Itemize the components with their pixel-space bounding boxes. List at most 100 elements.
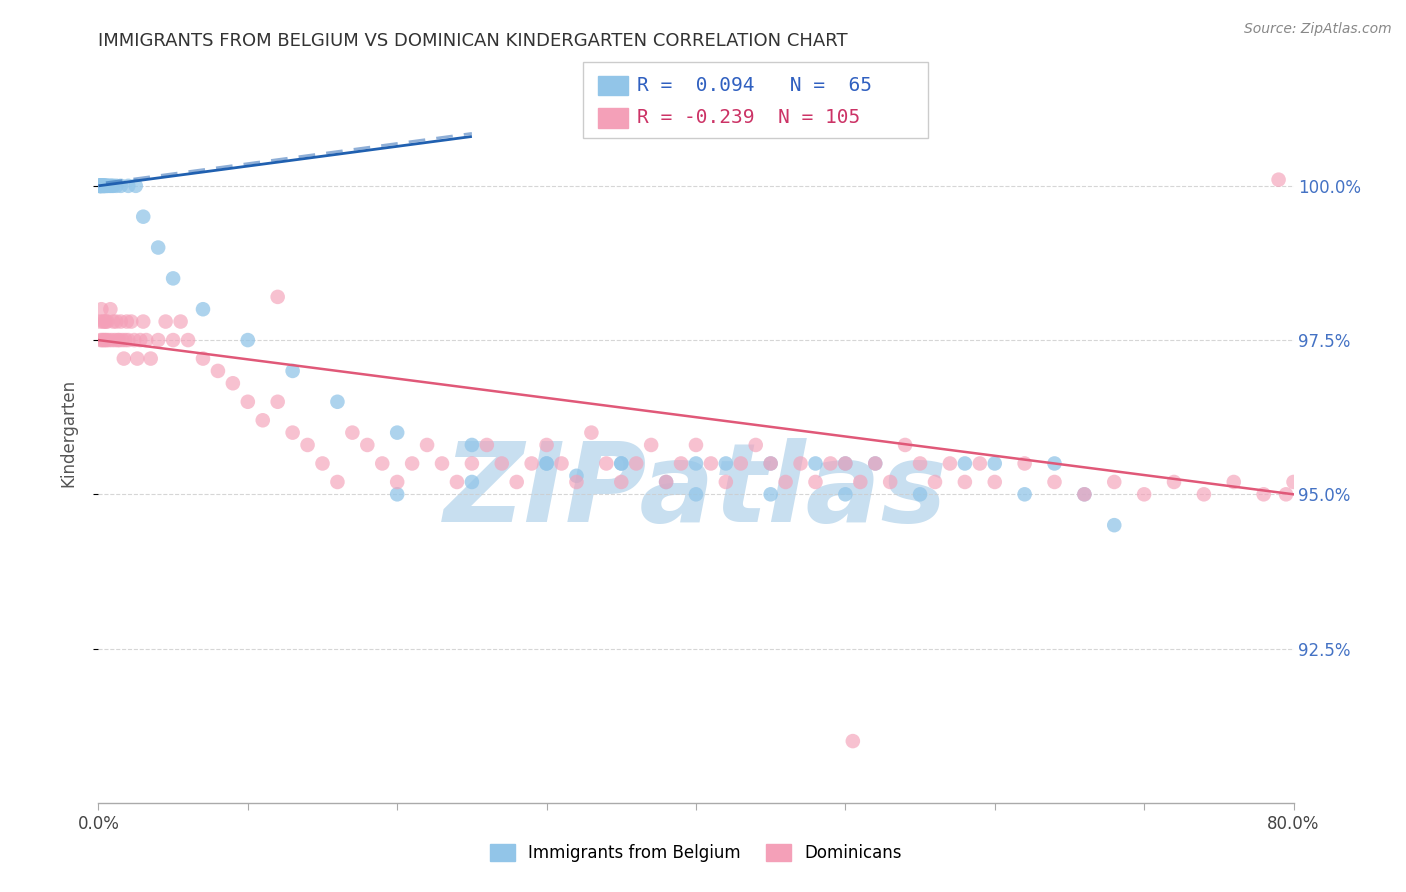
Point [94, 178, 117, 193]
Point [281, 425, 304, 440]
Point [865, 457, 887, 471]
Point [894, 438, 917, 452]
Point [804, 475, 827, 489]
Point [90, 178, 112, 193]
Point [356, 438, 378, 452]
Point [108, 333, 131, 347]
Point [236, 333, 259, 347]
Point [669, 457, 692, 471]
Y-axis label: Kindergarten: Kindergarten [59, 378, 77, 487]
Point [626, 457, 648, 471]
Point [908, 457, 931, 471]
Point [297, 438, 319, 452]
Point [595, 457, 617, 471]
Point [565, 475, 588, 489]
Point [834, 457, 856, 471]
Point [953, 475, 976, 489]
Point [908, 487, 931, 501]
Point [139, 351, 162, 366]
Point [97, 178, 120, 193]
Point [93, 178, 115, 193]
Point [655, 475, 678, 489]
Point [129, 333, 152, 347]
Point [105, 315, 128, 329]
Point [1014, 487, 1036, 501]
Point [98, 302, 122, 317]
Point [103, 315, 125, 329]
Point [655, 475, 678, 489]
Point [475, 438, 498, 452]
Point [90, 178, 112, 193]
Point [114, 333, 136, 347]
Point [91, 178, 114, 193]
Point [1073, 487, 1095, 501]
Point [91, 178, 114, 193]
Point [1043, 457, 1066, 471]
Point [610, 457, 633, 471]
Point [326, 394, 349, 409]
Point [385, 487, 409, 501]
Point [879, 475, 901, 489]
Point [969, 457, 991, 471]
Point [124, 333, 146, 347]
Point [565, 468, 588, 483]
Text: R =  0.094   N =  65: R = 0.094 N = 65 [637, 76, 872, 95]
Point [1043, 475, 1066, 489]
Point [101, 333, 124, 347]
Legend: Immigrants from Belgium, Dominicans: Immigrants from Belgium, Dominicans [484, 837, 908, 869]
Point [207, 364, 229, 378]
Point [685, 487, 707, 501]
Point [610, 475, 633, 489]
Point [132, 210, 155, 224]
Point [401, 457, 423, 471]
Point [117, 178, 139, 193]
Point [491, 457, 513, 471]
Point [94, 315, 117, 329]
Point [759, 457, 782, 471]
Point [98, 178, 122, 193]
Point [91, 315, 114, 329]
Point [107, 333, 129, 347]
Point [105, 178, 128, 193]
Point [685, 457, 707, 471]
Point [89, 178, 111, 193]
Point [93, 178, 115, 193]
Point [89, 178, 111, 193]
Point [267, 394, 290, 409]
Point [536, 457, 558, 471]
Point [416, 438, 439, 452]
Point [520, 457, 543, 471]
Point [759, 487, 782, 501]
Point [759, 457, 782, 471]
Point [222, 376, 245, 391]
Point [162, 271, 184, 285]
Point [89, 178, 111, 193]
Point [640, 438, 662, 452]
Point [939, 457, 962, 471]
Point [342, 425, 364, 440]
Point [1163, 475, 1185, 489]
Point [125, 178, 148, 193]
Point [461, 438, 484, 452]
Point [326, 475, 349, 489]
Point [89, 178, 111, 193]
Point [148, 241, 170, 255]
Point [1133, 487, 1156, 501]
Point [135, 333, 157, 347]
Point [842, 734, 865, 748]
Point [104, 333, 127, 347]
Point [1014, 457, 1036, 471]
Text: ZIPatlas: ZIPatlas [444, 438, 948, 545]
Point [89, 178, 111, 193]
Point [90, 333, 112, 347]
Point [148, 333, 170, 347]
Point [90, 302, 112, 317]
Point [775, 475, 797, 489]
Point [924, 475, 946, 489]
Point [96, 333, 118, 347]
Point [96, 315, 118, 329]
Point [96, 178, 118, 193]
Point [446, 475, 468, 489]
Point [834, 487, 856, 501]
Point [1104, 475, 1126, 489]
